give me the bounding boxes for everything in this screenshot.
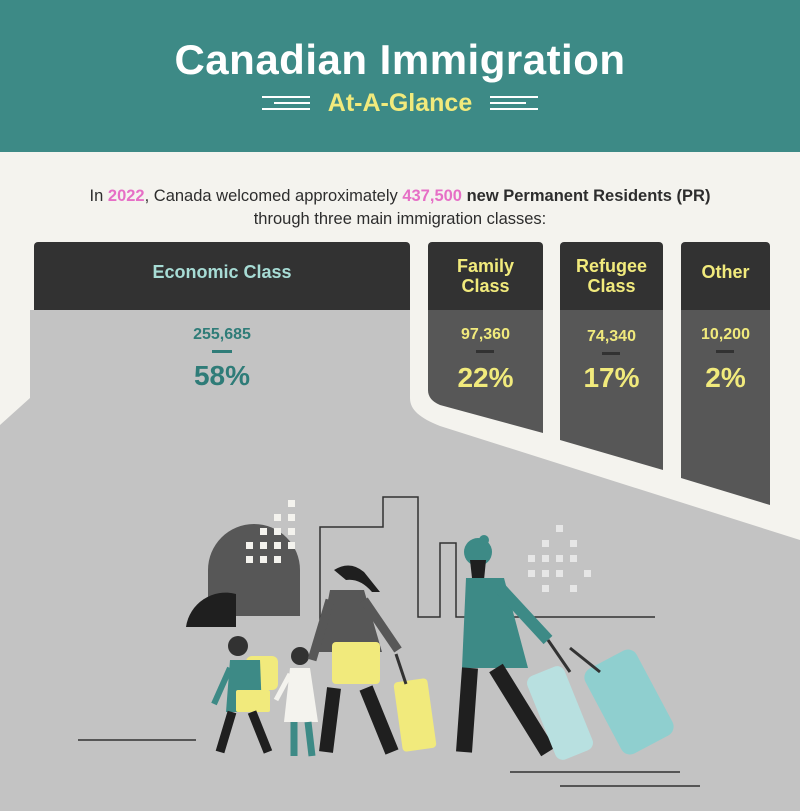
refugee-class-dash: [602, 352, 620, 355]
refugee-class-body: [560, 310, 663, 470]
intro-year: 2022: [107, 187, 145, 205]
left-decor-lines-icon: [261, 96, 310, 110]
intro-line2: through three main immigration classes:: [253, 210, 547, 228]
intro-part3: new Permanent Residents (PR): [461, 187, 711, 205]
other-class-dash: [716, 350, 734, 353]
economic-class-percent: 58%: [193, 360, 251, 391]
luggage-icon: [527, 639, 674, 760]
other-class-count: 10,200: [701, 326, 750, 343]
other-class-header: Other: [681, 242, 770, 310]
city-skyline-icon: [319, 496, 655, 620]
economic-class-header: Economic Class: [34, 242, 410, 310]
girl-figure: [273, 647, 318, 757]
page-subtitle: At-A-Glance: [327, 88, 473, 117]
refugee-class-label-2: Class: [587, 276, 636, 296]
economic-class-label: Economic Class: [152, 262, 292, 282]
right-decor-lines-icon: [490, 96, 539, 110]
refugee-class-count: 74,340: [587, 328, 636, 345]
mother-figure: [307, 563, 437, 755]
family-class-header: Family Class: [428, 242, 543, 310]
other-class-percent: 2%: [705, 362, 746, 393]
refugee-class-header: Refugee Class: [560, 242, 663, 310]
family-class-label-2: Class: [461, 276, 510, 296]
economic-class-dash: [212, 350, 232, 353]
boy-figure: [211, 636, 278, 754]
family-class-body: [428, 310, 543, 433]
other-class-label: Other: [701, 262, 750, 282]
intro-part2: , Canada welcomed approximately: [144, 187, 403, 205]
refugee-class-label-1: Refugee: [575, 256, 647, 276]
other-class-body: [681, 310, 770, 505]
family-class-percent: 22%: [457, 362, 514, 393]
page-title: Canadian Immigration: [174, 36, 626, 83]
header-banner: Canadian Immigration At-A-Glance: [0, 0, 800, 152]
family-class-label-1: Family: [456, 256, 515, 276]
intro-text: In 2022, Canada welcomed approximately 4…: [0, 185, 800, 231]
family-class-dash: [476, 350, 494, 353]
subtitle-row: At-A-Glance: [0, 88, 800, 118]
refugee-class-percent: 17%: [583, 362, 640, 393]
family-class-count: 97,360: [461, 326, 510, 343]
father-figure: [456, 535, 555, 757]
intro-part1: In: [89, 187, 108, 205]
economic-class-count: 255,685: [193, 326, 251, 343]
intro-count: 437,500: [402, 187, 462, 205]
